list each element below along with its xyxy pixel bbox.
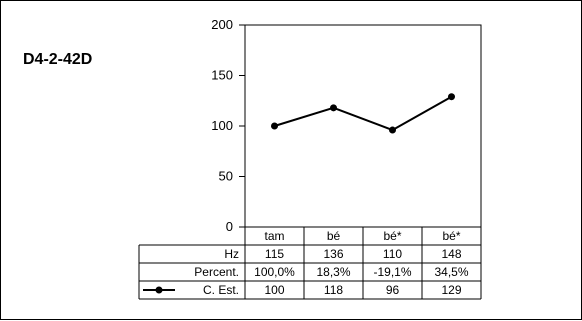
legend-marker xyxy=(155,286,163,294)
data-point xyxy=(389,126,396,134)
table-cell: -19,1% xyxy=(373,265,411,279)
y-tick-label: 200 xyxy=(211,17,233,32)
table-cell: 100 xyxy=(264,283,284,297)
data-point xyxy=(330,104,337,112)
table-cell: 110 xyxy=(383,247,402,261)
category-label: bé* xyxy=(442,229,460,243)
table-cell: 148 xyxy=(441,247,461,261)
category-label: bé* xyxy=(383,229,401,243)
plot-area xyxy=(244,24,482,228)
table-row-label: Hz xyxy=(224,247,239,261)
table-cell: 115 xyxy=(265,247,284,261)
y-tick-label: 0 xyxy=(226,219,233,234)
table-cell: 129 xyxy=(441,283,461,297)
table-row-label: C. Est. xyxy=(203,283,239,297)
y-tick-label: 150 xyxy=(211,68,233,83)
y-tick-label: 50 xyxy=(219,169,233,184)
table-cell: 136 xyxy=(323,247,343,261)
table-cell: 18,3% xyxy=(316,265,350,279)
series-line xyxy=(274,95,452,132)
category-label: bé xyxy=(327,229,341,243)
table-cell: 96 xyxy=(386,283,400,297)
chart-title: D4-2-42D xyxy=(23,51,93,68)
table-cell: 34,5% xyxy=(434,265,468,279)
table-cell: 118 xyxy=(324,283,343,297)
table-cell: 100,0% xyxy=(254,265,295,279)
table-row-label: Percent. xyxy=(194,265,239,279)
data-point xyxy=(448,93,455,101)
y-tick-label: 100 xyxy=(211,118,233,133)
category-label: tam xyxy=(264,229,284,243)
data-point xyxy=(271,122,278,130)
